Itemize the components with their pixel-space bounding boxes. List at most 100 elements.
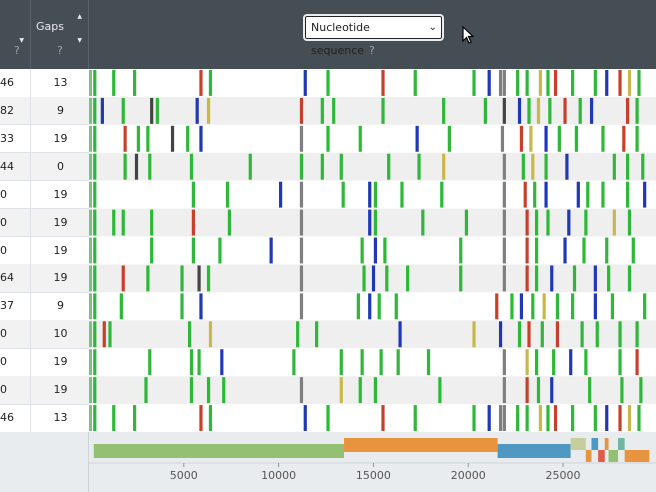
cell-value: 0 xyxy=(0,187,7,201)
table-row[interactable]: 0 19 xyxy=(0,348,89,377)
mutation-mark xyxy=(627,265,632,292)
mutation-mark xyxy=(536,97,541,124)
sort-desc-icon[interactable]: ▼ xyxy=(77,37,82,44)
table-row[interactable]: 46 13 xyxy=(0,404,89,433)
row-start-marker xyxy=(89,349,92,376)
sequence-row xyxy=(89,404,656,432)
mutation-mark xyxy=(413,70,417,96)
table-row[interactable]: 37 9 xyxy=(0,292,89,321)
mutation-mark xyxy=(208,70,213,96)
genome-region xyxy=(497,444,571,458)
mutation-mark xyxy=(487,70,491,96)
sort-asc-icon[interactable]: ▲ xyxy=(77,13,82,20)
mutation-mark xyxy=(199,125,203,152)
mutation-mark xyxy=(529,125,533,152)
table-row[interactable]: 64 19 xyxy=(0,264,89,293)
mutation-mark xyxy=(199,293,203,320)
mutation-mark xyxy=(368,293,372,320)
table-row[interactable]: 0 19 xyxy=(0,181,89,210)
mutation-mark xyxy=(93,237,97,264)
mutation-mark xyxy=(121,265,125,292)
mutation-mark xyxy=(299,125,304,152)
mutation-mark xyxy=(332,97,336,124)
mutation-mark xyxy=(536,377,541,404)
mutation-mark xyxy=(550,377,554,404)
mutation-mark xyxy=(383,237,387,264)
mutation-mark xyxy=(206,265,211,292)
mutation-mark xyxy=(540,321,544,348)
table-row[interactable]: 0 10 xyxy=(0,320,89,349)
help-mark[interactable]: ? xyxy=(369,44,375,57)
mutation-mark xyxy=(605,405,609,431)
column-header-gaps[interactable]: Gaps ▲ ▼ ? xyxy=(31,0,89,69)
mutation-mark xyxy=(358,377,362,404)
sort-desc-icon[interactable]: ▼ xyxy=(19,37,24,44)
mutation-mark xyxy=(442,97,446,124)
cell-gaps: 0 xyxy=(57,159,64,173)
mutation-mark xyxy=(150,209,154,236)
mutation-mark xyxy=(195,97,199,124)
mutation-mark xyxy=(180,293,184,320)
mutation-mark xyxy=(279,181,283,208)
cell-gaps: 19 xyxy=(53,271,68,285)
footer-spacer xyxy=(0,432,89,492)
mutation-mark xyxy=(502,405,506,431)
mutation-mark xyxy=(225,181,230,208)
mutation-mark xyxy=(421,209,425,236)
table-row[interactable]: 46 13 xyxy=(0,69,89,98)
mutation-mark xyxy=(527,97,531,124)
mutation-mark xyxy=(538,405,542,431)
mutation-mark xyxy=(396,349,400,376)
mutation-mark xyxy=(406,265,410,292)
mutation-mark xyxy=(373,237,378,264)
table-row[interactable]: 0 19 xyxy=(0,376,89,405)
mutation-mark xyxy=(326,125,330,152)
mutation-mark xyxy=(269,237,273,264)
sequence-row xyxy=(89,152,656,181)
mutation-mark xyxy=(546,209,550,236)
table-row[interactable]: 0 19 xyxy=(0,237,89,266)
genome-region xyxy=(598,450,605,462)
mutation-mark xyxy=(574,125,579,152)
mutation-mark xyxy=(544,181,548,208)
sequence-view-select[interactable]: Nucleotide sequence ⌄ xyxy=(303,14,444,57)
mutation-mark xyxy=(360,237,364,264)
mutation-mark xyxy=(557,125,561,152)
help-mark[interactable]: ? xyxy=(14,44,20,57)
table-row[interactable]: 82 9 xyxy=(0,96,89,126)
table-row[interactable]: 44 0 xyxy=(0,152,89,182)
mutation-mark xyxy=(546,70,550,96)
mutation-mark xyxy=(326,70,330,96)
mutation-plot[interactable] xyxy=(89,69,656,432)
mutation-mark xyxy=(186,125,190,152)
mutation-mark xyxy=(525,265,529,292)
column-divider xyxy=(30,69,31,492)
mutation-mark xyxy=(555,321,560,348)
mutation-mark xyxy=(612,153,616,180)
mutation-mark xyxy=(377,293,381,320)
mutation-mark xyxy=(199,405,203,431)
cell-value: 44 xyxy=(0,159,14,173)
mutation-mark xyxy=(525,349,529,376)
column-header-a[interactable]: ▼ ? xyxy=(0,0,31,69)
sequence-row xyxy=(89,208,656,237)
cell-gaps: 13 xyxy=(53,76,68,89)
mutation-mark xyxy=(299,265,304,292)
table-row[interactable]: 33 19 xyxy=(0,125,89,154)
genome-region xyxy=(624,450,650,462)
mutation-mark xyxy=(626,97,630,124)
table-row[interactable]: 0 19 xyxy=(0,208,89,238)
mutation-mark xyxy=(292,349,296,376)
mutation-mark xyxy=(571,405,575,431)
mutation-mark xyxy=(189,349,194,376)
help-mark[interactable]: ? xyxy=(57,44,63,57)
mutation-mark xyxy=(519,293,524,320)
mutation-mark xyxy=(368,181,372,208)
mutation-mark xyxy=(93,125,97,152)
mutation-mark xyxy=(553,405,558,431)
cell-value: 0 xyxy=(0,215,7,229)
mutation-mark xyxy=(544,153,548,180)
cell-value: 82 xyxy=(0,103,14,117)
mutation-mark xyxy=(593,405,597,431)
mutation-mark xyxy=(531,293,535,320)
